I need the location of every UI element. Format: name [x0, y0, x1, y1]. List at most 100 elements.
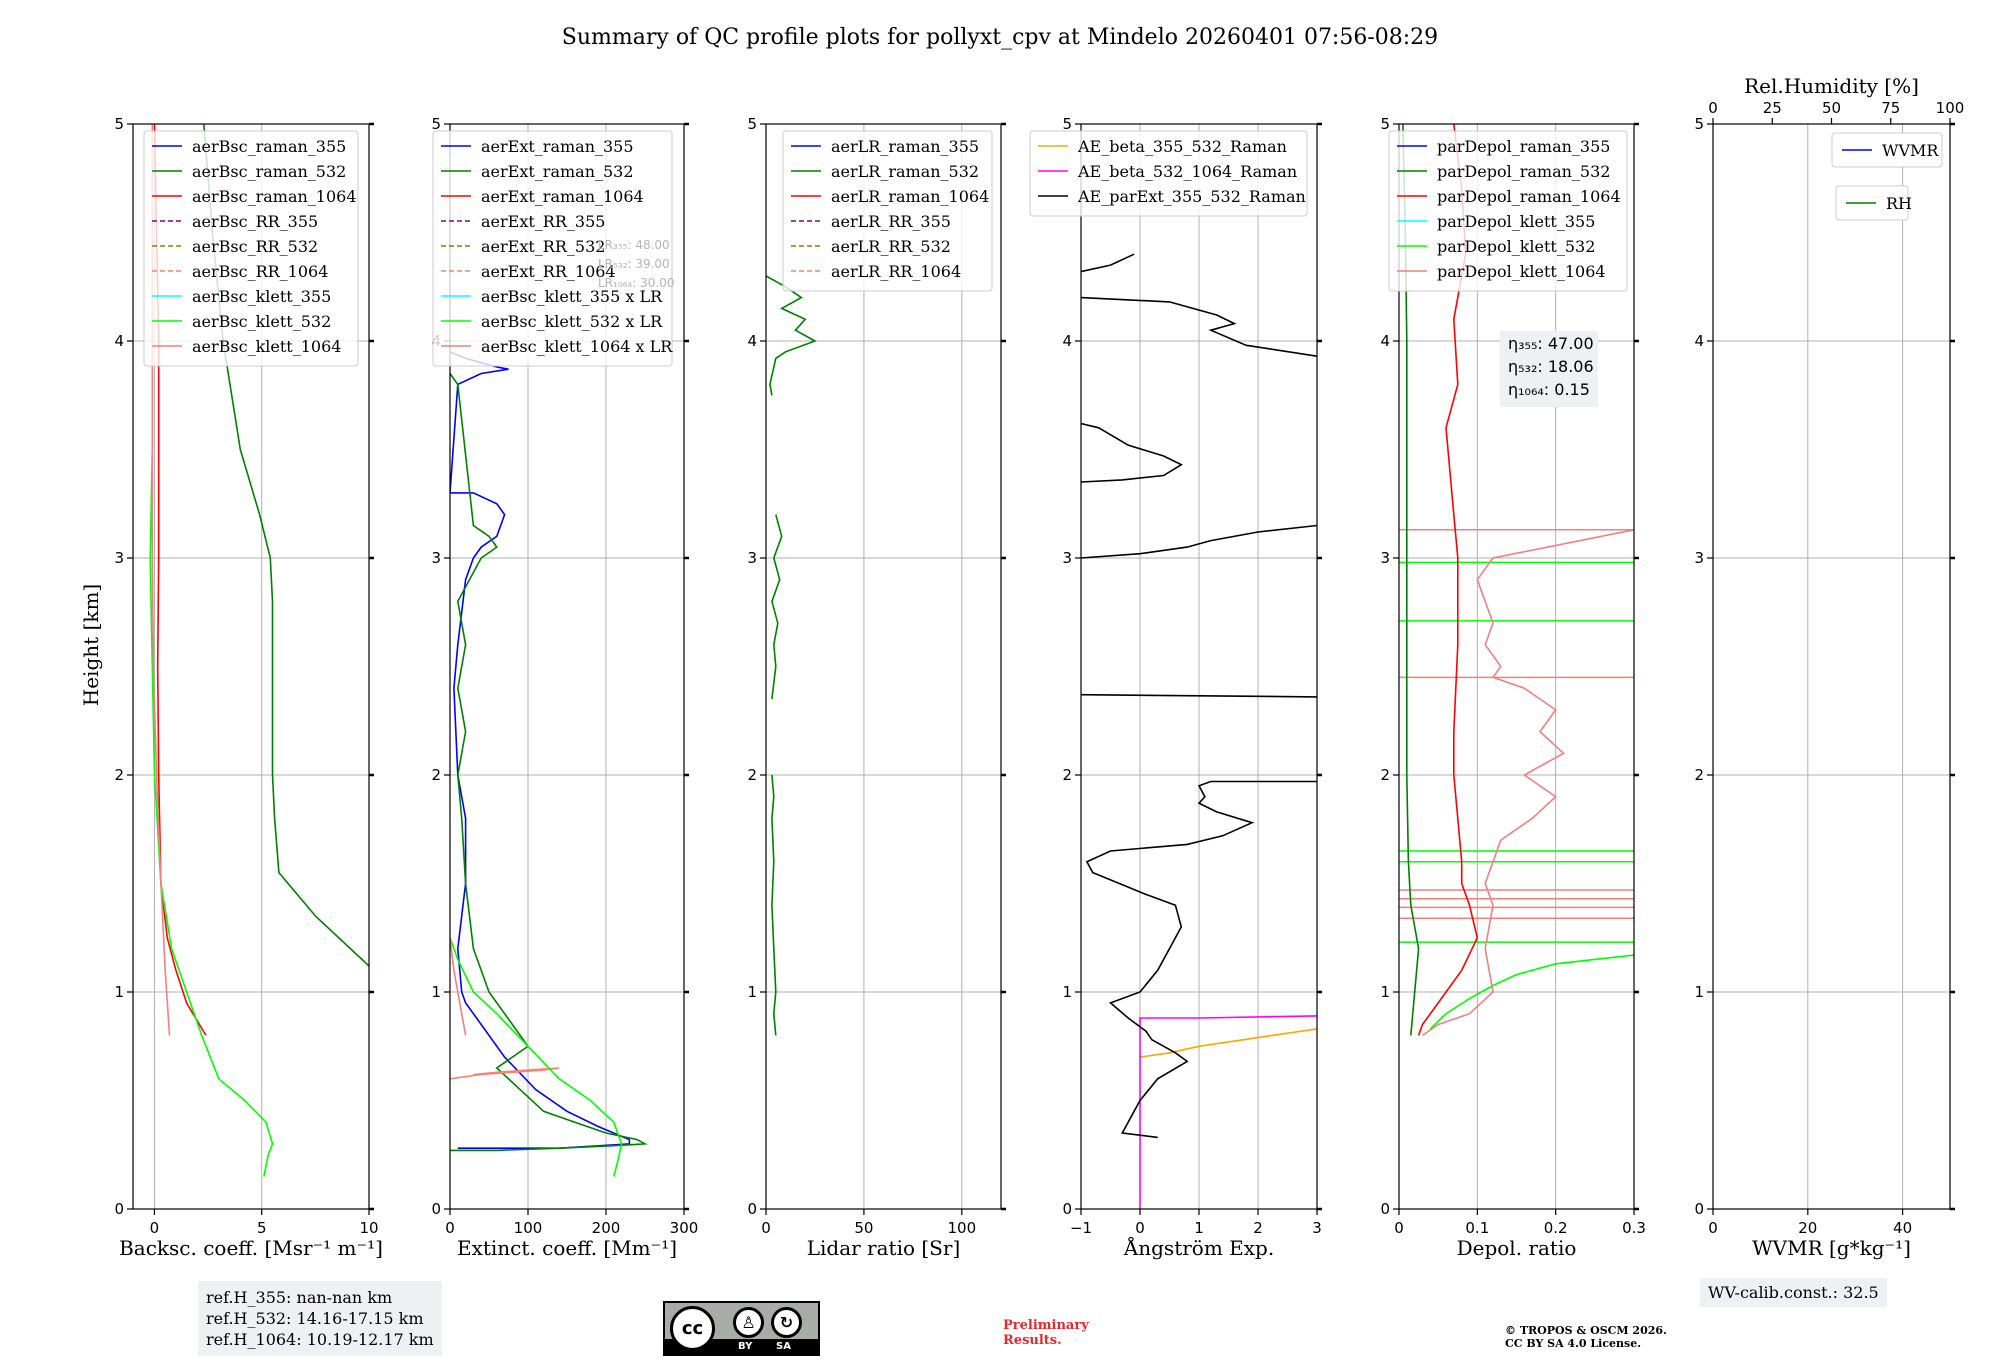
- legend-wv: RH: [1835, 185, 1912, 221]
- legend-entry: aerExt_raman_532: [481, 162, 634, 181]
- x-axis-label-bsc: Backsc. coeff. [Msr⁻¹ m⁻¹]: [119, 1236, 383, 1260]
- y-tick-label: 1: [747, 983, 757, 1001]
- cc-logo-icon: cc: [670, 1306, 715, 1351]
- panel-ext: 0100200300012345Extinct. coeff. [Mm⁻¹]ae…: [431, 115, 698, 1260]
- x-tick-label: 40: [1893, 1219, 1912, 1237]
- legend-entry: aerBsc_klett_532 x LR: [481, 312, 663, 331]
- series-aerExt_raman_532: [450, 373, 648, 1152]
- y-tick-label: 0: [747, 1200, 757, 1218]
- legend-entry: aerBsc_klett_1064 x LR: [481, 337, 673, 356]
- lr-note: LR₁₀₆₄: 30.00: [598, 276, 674, 290]
- legend-entry: aerExt_raman_355: [481, 137, 634, 156]
- y-tick-label: 3: [114, 549, 124, 567]
- y-tick-label: 2: [1062, 766, 1072, 784]
- legend-entry: aerExt_RR_532: [481, 237, 605, 256]
- legend-entry: parDepol_klett_355: [1437, 212, 1595, 231]
- y-tick-label: 2: [114, 766, 124, 784]
- y-tick-label: 3: [747, 549, 757, 567]
- legend-entry: aerExt_RR_355: [481, 212, 605, 231]
- series-aerLR_raman_532_b: [771, 514, 783, 700]
- legend-entry: aerLR_raman_532: [831, 162, 979, 181]
- x-tick-label: 0.1: [1465, 1219, 1489, 1237]
- legend-entry: aerBsc_raman_532: [192, 162, 346, 181]
- x-axis-label-lr: Lidar ratio [Sr]: [807, 1236, 961, 1260]
- preliminary-note: Preliminary Results.: [1003, 1318, 1089, 1348]
- series-parDepol_klett_1064: [1422, 529, 1634, 1037]
- y-tick-label: 5: [431, 115, 441, 133]
- x-axis-label-ae: Ångström Exp.: [1123, 1235, 1274, 1260]
- y-tick-label: 1: [431, 983, 441, 1001]
- top-x-axis-label: Rel.Humidity [%]: [1744, 74, 1919, 98]
- x-tick-label: 2: [1253, 1219, 1263, 1237]
- legend-entry: aerBsc_klett_355 x LR: [481, 287, 663, 306]
- lr-note: LR₃₅₅: 48.00: [598, 238, 670, 252]
- legend-entry: aerLR_RR_1064: [831, 262, 961, 281]
- y-tick-label: 5: [114, 115, 124, 133]
- cc-by-label: BY: [738, 1341, 753, 1352]
- axes-frame-lr: [765, 123, 1002, 1210]
- legend-entry: aerBsc_klett_532: [192, 312, 331, 331]
- legend-wv: WVMR: [1831, 132, 1943, 168]
- x-tick-label: 3: [1312, 1219, 1322, 1237]
- x-tick-label: 0: [1394, 1219, 1404, 1237]
- legend-frame: [143, 130, 359, 367]
- copyright-note: © TROPOS & OSCM 2026. CC BY SA 4.0 Licen…: [1505, 1324, 1667, 1350]
- eta-box-bg: [1500, 331, 1598, 407]
- x-tick-label: 0.3: [1622, 1219, 1646, 1237]
- ref-height-532: ref.H_532: 14.16-17.15 km: [206, 1309, 424, 1328]
- series-AE_parExt_355_532_Raman_f: [1085, 780, 1317, 1139]
- y-tick-label: 2: [747, 766, 757, 784]
- y-tick-label: 1: [1062, 983, 1072, 1001]
- legend-frame: [1831, 132, 1943, 168]
- y-tick-label: 0: [1694, 1200, 1704, 1218]
- copyright-line-2: CC BY SA 4.0 License.: [1505, 1337, 1642, 1350]
- top-x-tick-label: 0: [1708, 99, 1718, 117]
- legend-entry: aerLR_raman_1064: [831, 187, 989, 206]
- series-AE_parExt_355_532_Raman_e: [1081, 693, 1317, 698]
- legend-depol: parDepol_raman_355 parDepol_raman_532 parD…: [1388, 130, 1628, 292]
- x-tick-label: 0: [1708, 1219, 1718, 1237]
- y-tick-label: 2: [1380, 766, 1390, 784]
- top-x-tick-label: 50: [1822, 99, 1841, 117]
- x-tick-label: 0: [445, 1219, 455, 1237]
- y-tick-label: 3: [1380, 549, 1390, 567]
- series-AE_parExt_355_532_Raman_b: [1081, 296, 1317, 357]
- series-AE_beta_355_532_Raman: [1139, 1028, 1317, 1058]
- legend-entry: aerBsc_klett_355: [192, 287, 331, 306]
- legend-entry: aerLR_RR_355: [831, 212, 951, 231]
- axes-frame-depol: [1398, 123, 1635, 1210]
- series-parDepol_raman_1064: [1417, 124, 1479, 1036]
- legend-frame: [1388, 130, 1628, 292]
- legend-entry: parDepol_raman_532: [1437, 162, 1610, 181]
- panel-lr: 0 50 100 0 1 2 3 4 5 Lidar ratio [Sr] aerLR_raman_…: [747, 115, 1006, 1260]
- y-tick-label: 4: [1380, 332, 1390, 350]
- series-aerLR_raman_532_c: [771, 774, 777, 1036]
- y-tick-label: 5: [747, 115, 757, 133]
- series-group-ae: [1081, 253, 1317, 1209]
- y-tick-label: 4: [747, 332, 757, 350]
- series-AE_parExt_355_532_Raman: [1081, 253, 1135, 273]
- series-aerBsc_klett_532 x LR: [450, 937, 623, 1177]
- axes-frame-bsc: [132, 123, 370, 1210]
- legend-entry: aerLR_raman_355: [831, 137, 979, 156]
- eta-box: η₃₅₅: 47.00 η₅₃₂: 18.06 η₁₀₆₄: 0.15: [1500, 331, 1598, 407]
- legend-entry: RH: [1886, 194, 1912, 213]
- x-tick-label: 0.2: [1544, 1219, 1568, 1237]
- legend-entry: WVMR: [1882, 141, 1939, 160]
- copyright-line-1: © TROPOS & OSCM 2026.: [1505, 1324, 1667, 1337]
- y-tick-label: 1: [1694, 983, 1704, 1001]
- y-tick-label: 5: [1380, 115, 1390, 133]
- x-tick-label: 0: [761, 1219, 771, 1237]
- figure-title: Summary of QC profile plots for pollyxt_…: [562, 25, 1438, 50]
- legend-entry: parDepol_raman_1064: [1437, 187, 1621, 206]
- panel-depol: 0 0.1 0.2 0.3 0 1 2 3 4 5 Depol. ratio parDepol_ram…: [1380, 115, 1645, 1260]
- y-axis-label: Height [km]: [79, 584, 103, 706]
- y-tick-label: 0: [431, 1200, 441, 1218]
- legend-entry: AE_parExt_355_532_Raman: [1077, 187, 1306, 206]
- y-tick-label: 3: [1062, 549, 1072, 567]
- reference-heights-box: ref.H_355: nan-nan km ref.H_532: 14.16-1…: [198, 1281, 442, 1356]
- series-AE_parExt_355_532_Raman_c: [1081, 422, 1183, 483]
- top-x-tick-label: 100: [1936, 99, 1965, 117]
